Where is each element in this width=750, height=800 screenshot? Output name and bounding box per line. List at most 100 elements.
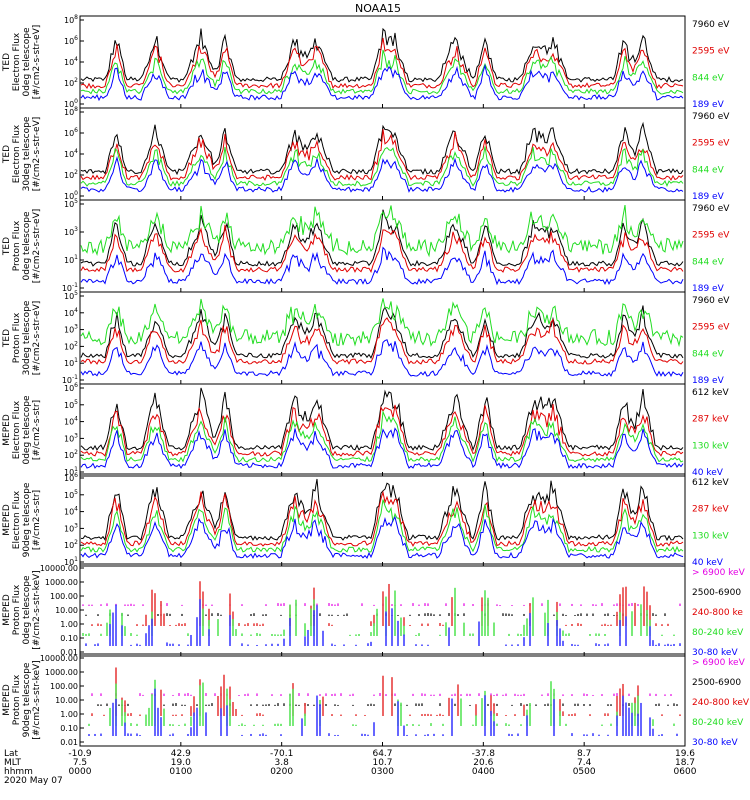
x-tick-label: 0400 <box>472 767 495 777</box>
y-axis-label-line: 0deg telescope <box>22 395 32 465</box>
y-tick-label: 10.00 <box>55 606 78 615</box>
y-tick-label: 108 <box>64 106 78 117</box>
legend-entry: 844 eV <box>692 73 725 83</box>
flux-line <box>80 499 684 554</box>
series-trace-blue <box>88 688 678 736</box>
legend-entry: 2595 eV <box>692 323 730 333</box>
x-tick-label: 18.7 <box>675 758 695 768</box>
y-tick-label: 105 <box>64 399 78 410</box>
series-trace-red <box>80 490 684 547</box>
flux-line <box>80 246 684 286</box>
y-tick-label: 10.00 <box>55 696 78 705</box>
legend-entry: 2500-6900 <box>692 588 741 598</box>
y-axis-label-line: [#/cm2-s-str-keV] <box>32 660 42 739</box>
flux-line <box>80 478 684 542</box>
y-tick-label: 0.01 <box>60 738 78 747</box>
y-axis-label-line: Electron Flux <box>12 400 22 459</box>
legend-entry: 7960 eV <box>692 204 730 214</box>
y-tick-label: 101 <box>64 466 78 477</box>
y-tick-label: 10-1 <box>62 374 78 385</box>
y-tick-label: 106 <box>64 382 78 393</box>
y-axis-label-line: 90deg telescope <box>22 662 32 737</box>
y-axis-label: MEPEDElectron Flux90deg telescope[#/cm2-… <box>2 482 42 557</box>
legend-entry: 189 eV <box>692 376 725 386</box>
series-trace-green <box>80 409 684 463</box>
y-tick-label: 1000.00 <box>45 668 78 677</box>
series-trace-red <box>91 667 681 716</box>
series-trace-blue <box>80 63 684 102</box>
panel-frame <box>79 291 686 385</box>
y-tick-label: 103 <box>64 432 78 443</box>
flux-line <box>80 224 684 274</box>
legend-entry: 287 keV <box>692 505 729 515</box>
legend-entry: 30-80 keV <box>692 738 738 748</box>
panel-1: 100 102 104 106 108 TEDElectron Flux0deg tele… <box>2 14 730 110</box>
flux-line <box>80 403 684 457</box>
panel-7: 0.010.101.0010.00100.001000.0010000.00ME… <box>2 563 746 658</box>
y-tick-label: 106 <box>64 127 78 138</box>
y-axis-label-line: Proton Flux <box>12 220 22 271</box>
x-tick-label: -70.1 <box>270 749 293 759</box>
series-trace-black <box>97 703 678 706</box>
y-tick-label: 103 <box>64 522 78 533</box>
flux-line <box>80 155 684 193</box>
y-tick-label: 104 <box>64 506 78 517</box>
y-tick-label: 104 <box>64 416 78 427</box>
y-tick-label: 10000.00 <box>40 564 78 573</box>
y-tick-label: 103 <box>64 226 78 237</box>
x-row-label: hhmm <box>4 767 33 777</box>
y-axis-label-line: Electron Flux <box>12 32 22 91</box>
y-axis-label-line: 0deg telescope <box>22 211 32 281</box>
legend-entry: 240-800 keV <box>692 698 750 708</box>
y-axis-label: MEPEDElectron Flux0deg telescope[#/cm2-s… <box>2 395 42 465</box>
x-tick-label: 0100 <box>169 767 192 777</box>
y-tick-label: 0.01 <box>60 648 78 657</box>
flux-line <box>80 63 684 102</box>
y-tick-label: 1000.00 <box>45 578 78 587</box>
x-tick-label: -37.8 <box>472 749 496 759</box>
flux-line <box>80 129 684 181</box>
x-tick-label: -10.9 <box>68 749 92 759</box>
y-tick-label: 100 <box>64 98 78 109</box>
series-trace-red <box>80 37 684 90</box>
x-tick-label: 0000 <box>69 767 92 777</box>
y-axis-label-line: [#/cm2-s-str-eV] <box>32 117 42 192</box>
legend-entry: 40 keV <box>692 468 724 478</box>
legend-entry: 2595 eV <box>692 47 730 57</box>
series-trace-black <box>80 478 684 542</box>
legend-entry: 2500-6900 <box>692 678 741 688</box>
legend-entry: 189 eV <box>692 284 725 294</box>
series-trace-green <box>82 587 675 636</box>
y-tick-label: 105 <box>64 198 78 209</box>
y-tick-label: 102 <box>64 169 78 180</box>
y-axis-label-line: TED <box>2 329 12 348</box>
panel-3: 10-1 101 103 105 TEDProton Flux0deg telescop… <box>2 198 730 294</box>
y-axis-label: TEDProton Flux30deg telescope[#/cm2-s-st… <box>2 300 42 375</box>
y-axis-label-line: 30deg telescope <box>22 116 32 191</box>
flux-line <box>80 27 684 83</box>
y-axis-label: TEDProton Flux0deg telescope[#/cm2-s-str… <box>2 209 42 284</box>
series-trace-black <box>80 209 684 267</box>
y-axis-label-line: [#/cm2-s-str-eV] <box>32 25 42 100</box>
y-axis-label-line: Proton Flux <box>12 584 22 635</box>
legend-entry: 80-240 keV <box>692 628 744 638</box>
x-tick-label: 19.0 <box>171 758 191 768</box>
legend-entry: 7960 eV <box>692 112 730 122</box>
flux-line <box>80 427 684 470</box>
series-trace-black <box>80 305 684 360</box>
series-trace-red <box>80 224 684 274</box>
x-tick-label: 64.7 <box>372 749 392 759</box>
y-tick-label: 105 <box>64 290 78 301</box>
series-trace-black <box>80 121 684 176</box>
series-trace-blue <box>80 246 684 286</box>
series-trace-blue <box>80 339 684 378</box>
x-tick-label: 10.7 <box>372 758 392 768</box>
x-row-label: MLT <box>4 758 22 768</box>
series-trace-green <box>80 49 684 95</box>
flux-line <box>80 387 684 452</box>
series-trace-magenta <box>82 603 681 606</box>
y-tick-label: 102 <box>64 449 78 460</box>
legend-entry: 844 eV <box>692 257 725 267</box>
